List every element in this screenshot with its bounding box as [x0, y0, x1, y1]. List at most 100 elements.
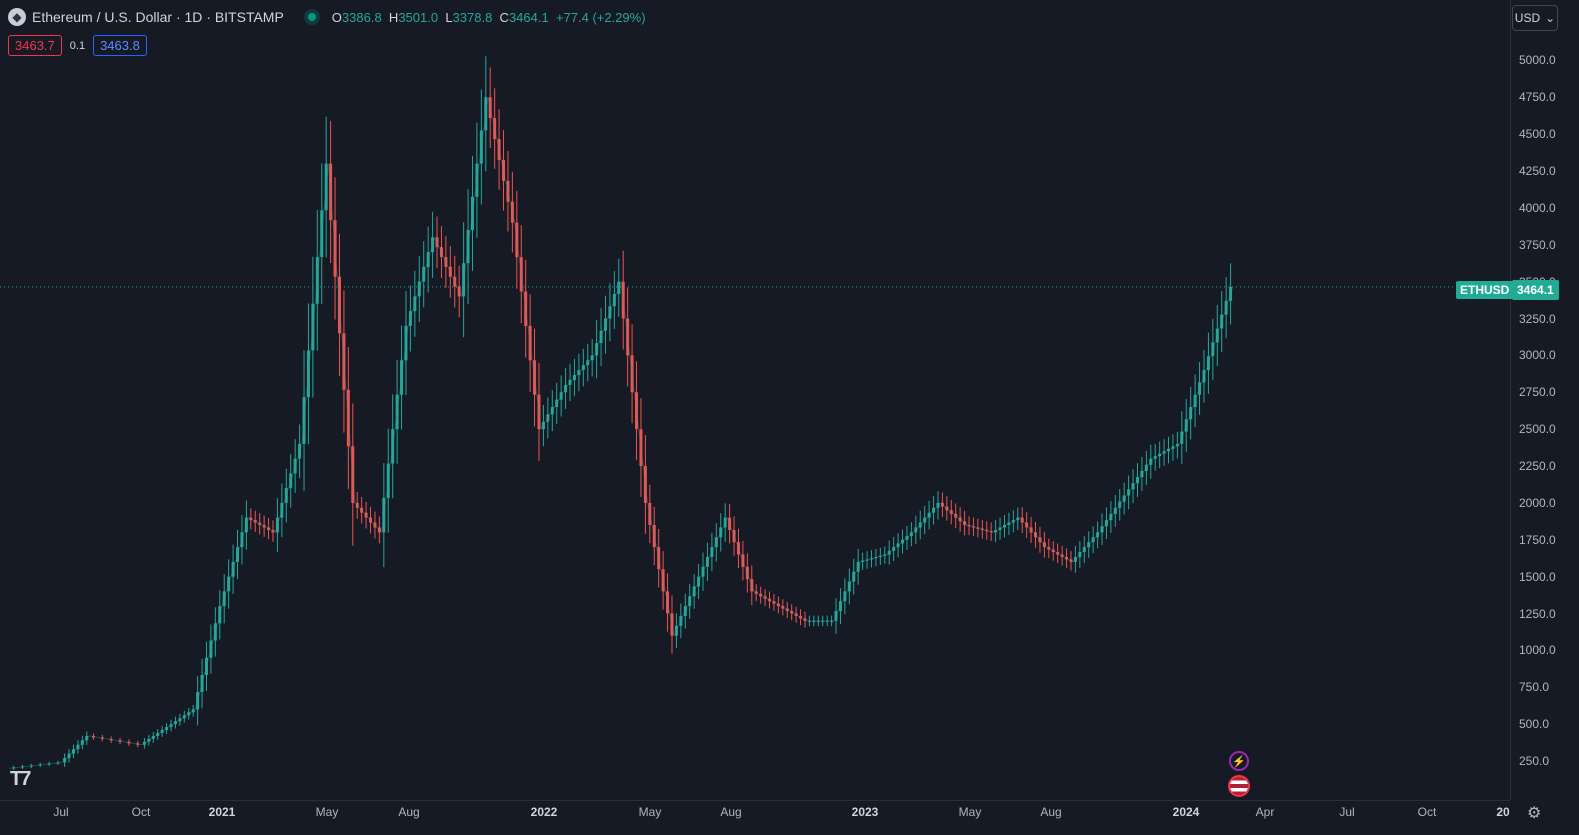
candle-body	[1198, 382, 1202, 395]
candle-body	[151, 735, 155, 739]
candle-body	[803, 618, 807, 621]
ohlc-values: O3386.8 H3501.0 L3378.8 C3464.1 +77.4 (+…	[332, 10, 646, 25]
candle-body	[160, 730, 164, 733]
candle-body	[958, 517, 962, 522]
time-tick-label: May	[638, 805, 662, 819]
candle-body	[1078, 552, 1082, 557]
time-tick-label: Oct	[1417, 805, 1437, 819]
symbol-legend: ◆ Ethereum / U.S. Dollar · 1D · BITSTAMP…	[8, 8, 646, 26]
lightning-icon[interactable]: ⚡	[1229, 751, 1249, 771]
candle-body	[56, 762, 60, 764]
candle-body	[683, 606, 687, 616]
quote-row: 3463.7 0.1 3463.8	[8, 35, 147, 56]
candle-body	[311, 303, 315, 351]
candle-body	[109, 738, 113, 741]
candle-body	[209, 640, 213, 658]
sell-price-button[interactable]: 3463.7	[8, 35, 62, 56]
candle-body	[182, 715, 186, 719]
time-tick-label: 2023	[851, 805, 879, 819]
candle-body	[204, 657, 208, 675]
candle-body	[1065, 556, 1069, 560]
candle-body	[222, 591, 226, 607]
symbol-title[interactable]: Ethereum / U.S. Dollar · 1D · BITSTAMP	[32, 9, 284, 25]
candle-body	[1073, 556, 1077, 562]
buy-price-button[interactable]: 3463.8	[93, 35, 147, 56]
candle-body	[484, 97, 488, 131]
currency-selector[interactable]: USD ⌄	[1512, 5, 1558, 31]
candle-body	[1109, 513, 1113, 521]
candle-body	[949, 510, 953, 514]
candle-body	[861, 560, 865, 562]
candle-body	[497, 139, 501, 160]
candle-body	[701, 566, 705, 577]
candle-body	[1193, 394, 1197, 407]
time-axis[interactable]	[0, 800, 1510, 835]
candle-body	[630, 355, 634, 393]
candle-body	[821, 620, 825, 622]
candle-body	[187, 712, 191, 716]
candle-body	[275, 517, 279, 533]
tradingview-logo-icon[interactable]: T7	[10, 768, 31, 790]
candle-body	[258, 522, 262, 525]
candle-body	[462, 263, 466, 297]
candle-body	[360, 507, 364, 513]
close-label: C	[499, 9, 509, 25]
candle-body	[586, 360, 590, 366]
candle-body	[905, 536, 909, 540]
candle-body	[750, 579, 754, 592]
candle-body	[546, 414, 550, 422]
candle-body	[688, 596, 692, 607]
candle-body	[608, 306, 612, 319]
candle-body	[719, 527, 723, 538]
candle-body	[67, 753, 71, 759]
price-tick-label: 1000.0	[1519, 643, 1556, 658]
candle-body	[457, 286, 461, 297]
candle-body	[100, 737, 104, 739]
candle-body	[812, 620, 816, 622]
candle-body	[85, 735, 89, 741]
candle-body	[603, 318, 607, 331]
candle-body	[1011, 520, 1015, 523]
candle-body	[856, 561, 860, 572]
candle-body	[38, 764, 42, 766]
candle-body	[710, 547, 714, 557]
candle-body	[980, 528, 984, 530]
candle-body	[741, 554, 745, 567]
candle-body	[878, 555, 882, 557]
candle-body	[635, 392, 639, 430]
candle-body	[670, 613, 674, 636]
price-axis[interactable]: 250.0 500.0 750.0 1000.0 1250.0 1500.0 1750.0 2…	[1510, 0, 1579, 800]
candle-body	[293, 458, 297, 474]
candle-body	[218, 606, 222, 624]
gear-icon[interactable]: ⚙	[1527, 805, 1542, 822]
price-chart[interactable]	[0, 0, 1510, 800]
candle-body	[874, 556, 878, 559]
candle-body	[572, 375, 576, 380]
us-flag-icon[interactable]	[1228, 775, 1250, 797]
price-series-line	[9, 97, 1234, 769]
candle-body	[342, 333, 346, 390]
candle-body	[227, 576, 231, 592]
candle-body	[541, 421, 545, 430]
candle-body	[1127, 489, 1131, 496]
candle-body	[918, 522, 922, 528]
candle-body	[47, 763, 51, 765]
candle-body	[524, 291, 528, 326]
candle-body	[466, 230, 470, 264]
candle-body	[652, 525, 656, 548]
candle-body	[364, 512, 368, 518]
candle-body	[502, 159, 506, 181]
candle-body	[63, 758, 67, 763]
candle-body	[963, 521, 967, 525]
candle-body	[448, 266, 452, 277]
time-tick-label: Aug	[398, 805, 420, 819]
candle-body	[967, 525, 971, 527]
candle-body	[395, 394, 399, 430]
candle-body	[816, 620, 820, 622]
candle-body	[249, 517, 253, 521]
chart-area[interactable]	[0, 0, 1510, 800]
candle-body	[147, 738, 151, 742]
candle-body	[1131, 483, 1135, 490]
candle-body	[555, 399, 559, 407]
candle-body	[369, 517, 373, 523]
